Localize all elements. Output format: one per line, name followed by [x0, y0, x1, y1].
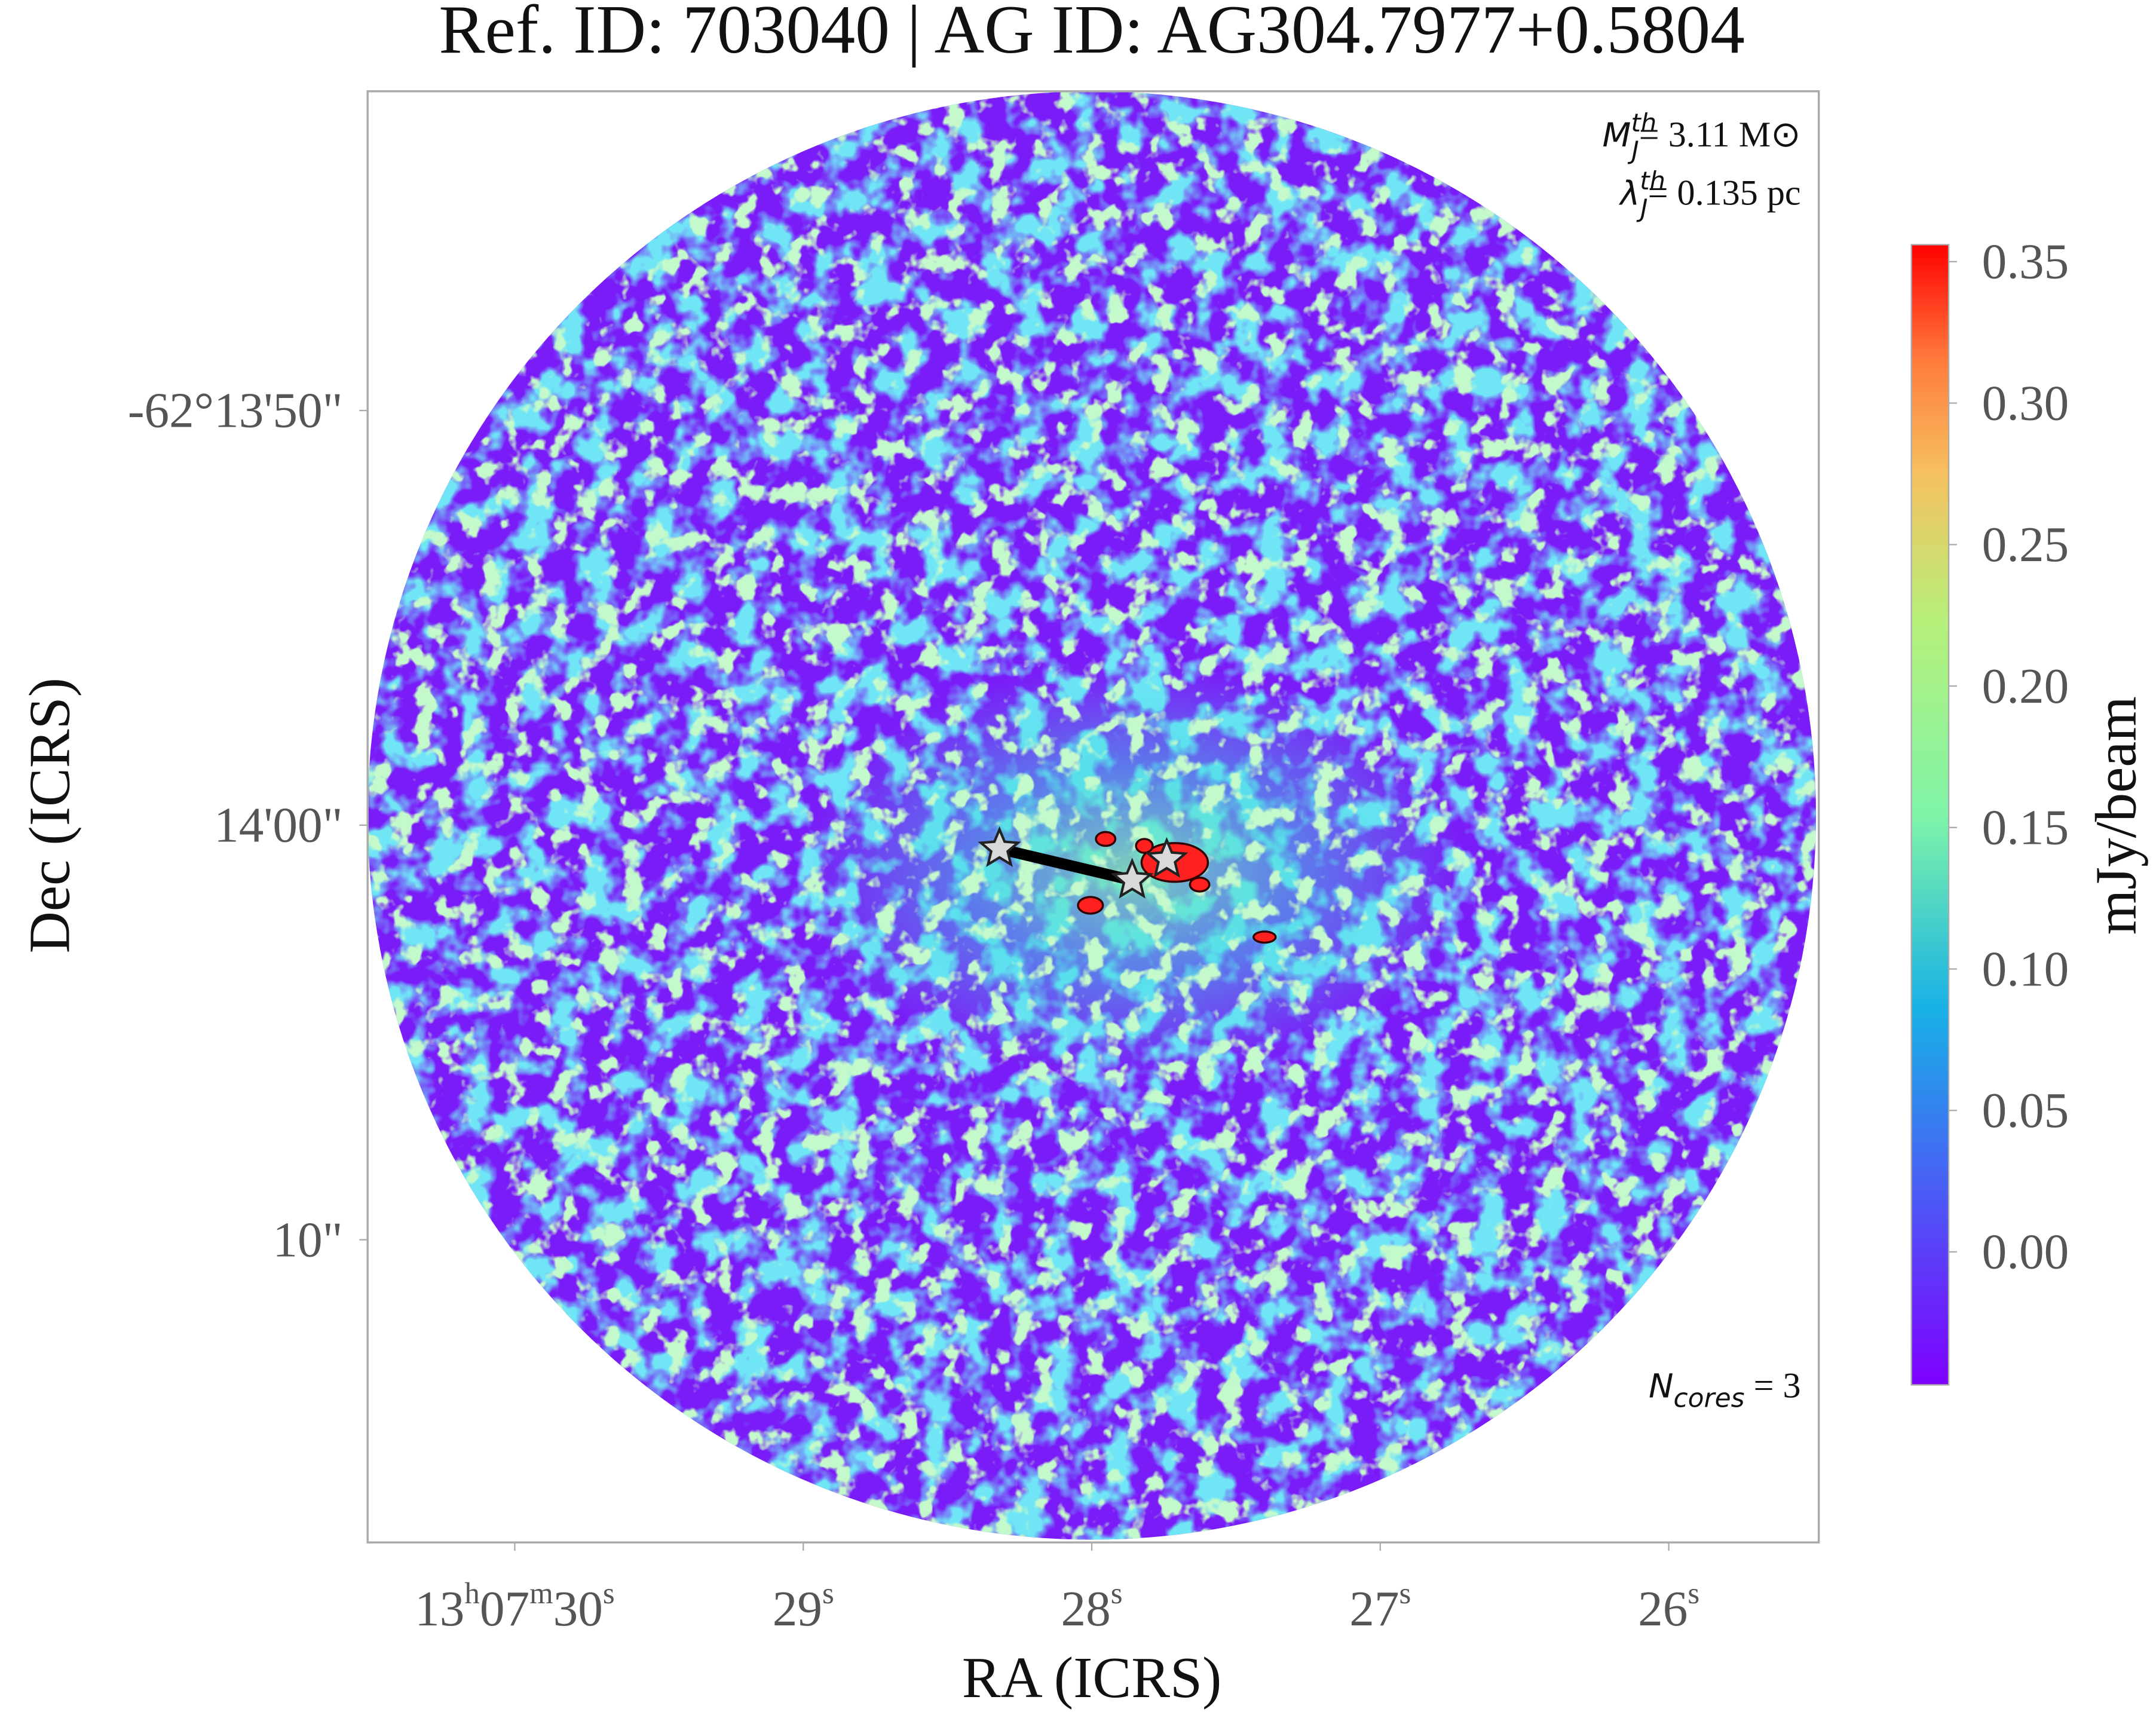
x-tick-label: 29s [773, 1577, 834, 1637]
colorbar [1910, 244, 1950, 1386]
annotation: Ncores = 3 [1649, 1365, 1801, 1413]
annotation-part: = 0.135 pc [1648, 173, 1801, 213]
annotation-part: M [1603, 116, 1631, 155]
annotation-part: N [1649, 1367, 1674, 1405]
annotation-part: = 3.11 M⊙ [1639, 115, 1801, 155]
y-tick-label: 10" [272, 1212, 342, 1267]
colorbar-tick-label: 0.10 [1982, 942, 2069, 997]
core-marker [978, 826, 1021, 867]
colorbar-tick-label: 0.00 [1982, 1225, 2069, 1280]
y-axis-label: Dec (ICRS) [18, 678, 82, 953]
x-tick-label: 28s [1061, 1577, 1122, 1637]
x-tick-label: 13h07m30s [415, 1577, 615, 1637]
annotation-part: th [1640, 166, 1665, 195]
colorbar-tick-label: 0.25 [1982, 517, 2069, 572]
x-axis-label: RA (ICRS) [962, 1646, 1221, 1710]
colorbar-tick-label: 0.35 [1982, 235, 2069, 290]
core-marker [1145, 837, 1189, 878]
annotation-part: cores [1674, 1383, 1745, 1414]
colorbar-label: mJy/beam [2084, 696, 2148, 935]
image-map [368, 91, 1817, 1540]
core-marker [1110, 858, 1154, 899]
colorbar-tick-label: 0.30 [1982, 376, 2069, 431]
chart-title: Ref. ID: 703040 | AG ID: AG304.7977+0.58… [439, 0, 1745, 68]
annotation-part: λ [1618, 174, 1640, 213]
x-tick-label: 26s [1638, 1577, 1699, 1637]
colorbar-tick-label: 0.15 [1982, 801, 2069, 856]
core-link [998, 843, 1134, 886]
annotation-part: th [1631, 108, 1656, 137]
y-tick-label: -62°13'50" [128, 384, 343, 439]
annotation: λth J= 0.135 pc [1618, 166, 1800, 223]
colorbar-tick-label: 0.20 [1982, 659, 2069, 714]
x-tick-label: 27s [1349, 1577, 1411, 1637]
annotation-part: = 3 [1745, 1365, 1801, 1405]
plot-frame [366, 90, 1820, 1544]
y-tick-label: 14'00" [214, 798, 342, 853]
colorbar-tick-label: 0.05 [1982, 1083, 2069, 1138]
annotation: Mth J= 3.11 M⊙ [1603, 108, 1801, 165]
